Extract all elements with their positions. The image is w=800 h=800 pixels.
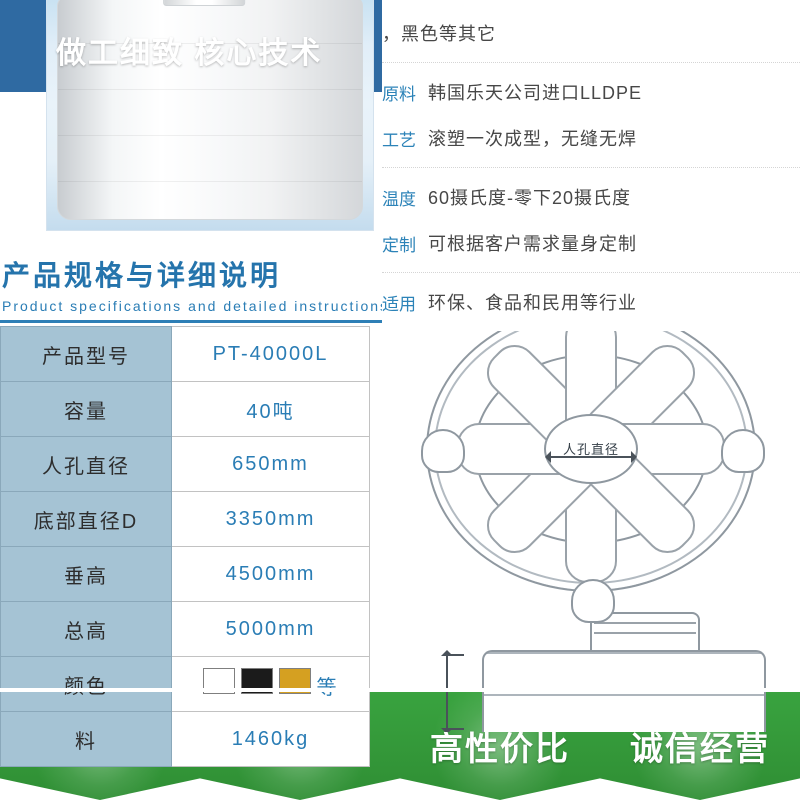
spec-value: 可根据客户需求量身定制 <box>428 230 637 256</box>
table-value: 650mm <box>172 437 370 492</box>
spec-label: 温度 <box>382 185 416 210</box>
table-row: 总高5000mm <box>1 602 370 657</box>
spec-row-application: 适用 环保、食品和民用等行业 <box>382 273 800 331</box>
table-value: 3350mm <box>172 492 370 547</box>
table-row: 底部直径D3350mm <box>1 492 370 547</box>
tank-cap-graphic <box>163 0 245 6</box>
spec-value: 60摄氏度-零下20摄氏度 <box>428 184 631 210</box>
top-caption: 做工细致 核心技术 <box>56 28 322 72</box>
spec-label: 适用 <box>382 290 416 315</box>
spec-label: 原料 <box>382 80 416 105</box>
table-value: 等 <box>172 657 370 712</box>
table-key: 料 <box>1 712 172 767</box>
spec-row-colors-tail: ，黑色等其它 <box>382 4 800 63</box>
spec-label: 工艺 <box>382 126 416 151</box>
tank-side-view-diagram <box>418 608 778 732</box>
spec-table: 产品型号PT-40000L容量40吨人孔直径650mm底部直径D3350mm垂高… <box>0 326 370 767</box>
spec-row-material-process: 原料 韩国乐天公司进口LLDPE 工艺 滚塑一次成型，无缝无焊 <box>382 63 800 168</box>
table-key: 颜色 <box>1 657 172 712</box>
manhole-arrow-icon <box>549 456 633 458</box>
table-key: 总高 <box>1 602 172 657</box>
diagram-lug <box>571 579 615 623</box>
table-value: 1460kg <box>172 712 370 767</box>
table-key: 产品型号 <box>1 327 172 382</box>
spec-value: 韩国乐天公司进口LLDPE <box>428 79 642 105</box>
table-row: 垂高4500mm <box>1 547 370 602</box>
table-row: 料1460kg <box>1 712 370 767</box>
table-key: 垂高 <box>1 547 172 602</box>
diagram-lug <box>721 429 765 473</box>
table-row: 人孔直径650mm <box>1 437 370 492</box>
table-row: 容量40吨 <box>1 382 370 437</box>
diagram-lug <box>421 429 465 473</box>
table-row: 产品型号PT-40000L <box>1 327 370 382</box>
spec-value: 环保、食品和民用等行业 <box>428 289 637 315</box>
spec-value: 滚塑一次成型，无缝无焊 <box>428 125 637 151</box>
table-key: 容量 <box>1 382 172 437</box>
table-key: 底部直径D <box>1 492 172 547</box>
table-value: PT-40000L <box>172 327 370 382</box>
spec-lines: ，黑色等其它 原料 韩国乐天公司进口LLDPE 工艺 滚塑一次成型，无缝无焊 温… <box>382 0 800 331</box>
table-row: 颜色等 <box>1 657 370 712</box>
table-key: 人孔直径 <box>1 437 172 492</box>
table-value: 5000mm <box>172 602 370 657</box>
table-value: 4500mm <box>172 547 370 602</box>
table-value: 40吨 <box>172 382 370 437</box>
spec-label: 定制 <box>382 231 416 256</box>
spec-value: ，黑色等其它 <box>382 20 496 46</box>
tank-top-view-diagram: 人孔直径 <box>426 306 756 592</box>
mask <box>0 688 800 692</box>
dimension-line-icon <box>446 654 448 730</box>
spec-row-temperature-custom: 温度 60摄氏度-零下20摄氏度 定制 可根据客户需求量身定制 <box>382 168 800 273</box>
